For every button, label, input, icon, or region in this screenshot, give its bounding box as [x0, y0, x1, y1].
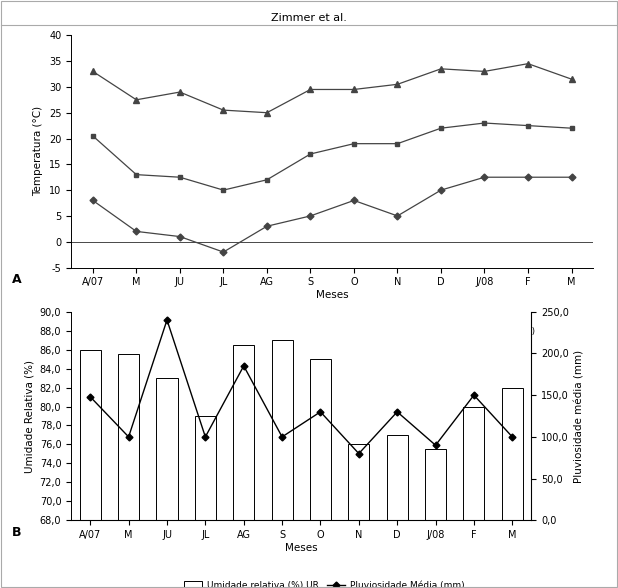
X-axis label: Meses: Meses [316, 290, 349, 300]
Y-axis label: Umidade Relativa (%): Umidade Relativa (%) [24, 359, 34, 473]
Text: Zimmer et al.: Zimmer et al. [271, 13, 347, 23]
Bar [425, 449, 446, 588]
Bar [310, 359, 331, 588]
Bar [195, 416, 216, 588]
Bar [349, 445, 370, 588]
Legend: Umidade relativa (%) UR, Pluviosidade Média (mm): Umidade relativa (%) UR, Pluviosidade Mé… [180, 577, 468, 588]
Y-axis label: Temperatura (°C): Temperatura (°C) [33, 106, 43, 196]
Bar [80, 350, 101, 588]
Bar [464, 406, 485, 588]
Bar [233, 345, 254, 588]
Bar [118, 355, 139, 588]
X-axis label: Meses: Meses [285, 543, 318, 553]
Text: B: B [12, 526, 22, 539]
Text: A: A [12, 273, 22, 286]
Bar [387, 435, 408, 588]
Bar [271, 340, 293, 588]
Bar [502, 387, 523, 588]
Legend: Temperatura mínima (°C), Temperatura média (C°), Temperatura máxima (°C): Temperatura mínima (°C), Temperatura méd… [125, 323, 539, 339]
Bar [156, 378, 177, 588]
Y-axis label: Pluviosidade média (mm): Pluviosidade média (mm) [575, 349, 585, 483]
